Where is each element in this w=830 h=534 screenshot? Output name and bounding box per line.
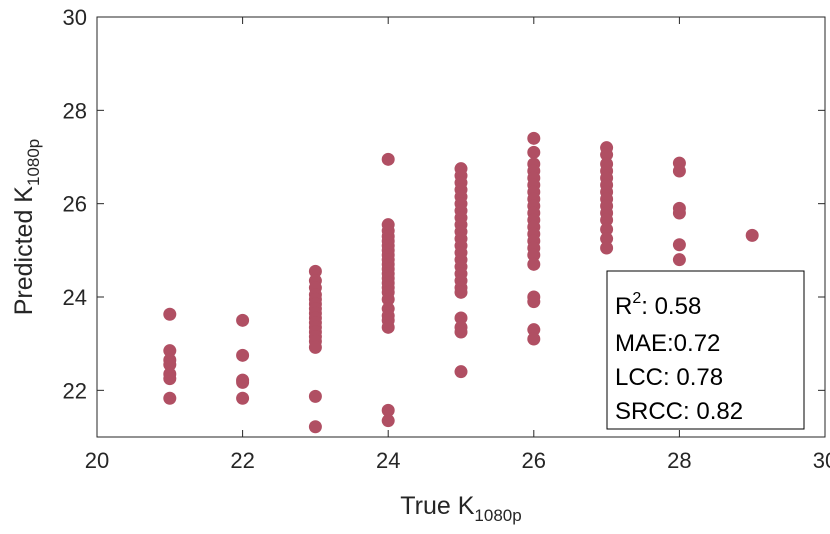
data-point: [163, 344, 177, 358]
data-point: [527, 131, 541, 145]
data-point: [236, 375, 250, 389]
y-tick-label: 22: [63, 378, 87, 403]
stats-r2: R2: 0.58: [615, 290, 701, 320]
y-tick-label: 24: [63, 285, 87, 310]
y-tick-label: 26: [63, 192, 87, 217]
data-point: [454, 325, 468, 339]
data-point: [381, 292, 395, 306]
stats-r2-prefix: R: [615, 293, 632, 320]
x-tick-label: 24: [376, 448, 400, 473]
data-point: [672, 206, 686, 220]
data-point: [527, 257, 541, 271]
y-tick-label: 30: [63, 5, 87, 30]
data-point: [454, 311, 468, 325]
x-tick-label: 22: [230, 448, 254, 473]
stats-box: R2: 0.58 MAE:0.72 LCC: 0.78 SRCC: 0.82: [606, 270, 805, 430]
data-point: [308, 420, 322, 434]
data-point: [527, 295, 541, 309]
data-point: [163, 358, 177, 372]
x-tick-label: 26: [522, 448, 546, 473]
data-point: [381, 414, 395, 428]
data-point: [672, 238, 686, 252]
data-point: [527, 248, 541, 262]
y-tick-label: 28: [63, 98, 87, 123]
data-point: [454, 365, 468, 379]
data-point: [381, 403, 395, 417]
data-point: [527, 332, 541, 346]
stats-box-frame: [606, 270, 805, 430]
data-point: [381, 152, 395, 166]
data-point: [454, 285, 468, 299]
data-point: [163, 391, 177, 405]
data-point: [527, 323, 541, 337]
data-point: [600, 232, 614, 246]
axis-ticks: 20 22 24 26 28 30 22 24 26 28 30: [63, 5, 830, 473]
data-point: [308, 389, 322, 403]
data-point: [600, 241, 614, 255]
y-axis-label-main: Predicted K: [10, 186, 38, 316]
data-point: [163, 372, 177, 386]
x-axis-label: True K1080p: [400, 492, 521, 525]
data-point: [527, 145, 541, 159]
stats-srcc: SRCC: 0.82: [615, 398, 743, 425]
data-point: [236, 391, 250, 405]
x-axis-label-sub: 1080p: [474, 506, 521, 525]
y-axis-label: Predicted K1080p: [10, 139, 43, 316]
x-tick-label: 20: [85, 448, 109, 473]
stats-mae: MAE:0.72: [615, 330, 720, 357]
x-tick-label: 28: [667, 448, 691, 473]
x-tick-label: 30: [813, 448, 830, 473]
data-point: [600, 148, 614, 162]
data-point: [163, 307, 177, 321]
data-point: [381, 320, 395, 334]
x-axis-label-main: True K: [400, 492, 474, 520]
data-point: [308, 264, 322, 278]
stats-r2-value: : 0.58: [641, 293, 701, 320]
data-point: [745, 228, 759, 242]
data-point: [672, 164, 686, 178]
stats-r2-sup: 2: [632, 290, 641, 307]
y-axis-label-sub: 1080p: [24, 139, 43, 186]
stats-lcc: LCC: 0.78: [615, 364, 723, 391]
data-points: [163, 131, 759, 434]
data-point: [308, 340, 322, 354]
data-point: [236, 348, 250, 362]
data-point: [600, 222, 614, 236]
data-point: [236, 313, 250, 327]
data-point: [600, 213, 614, 227]
data-point: [672, 253, 686, 267]
